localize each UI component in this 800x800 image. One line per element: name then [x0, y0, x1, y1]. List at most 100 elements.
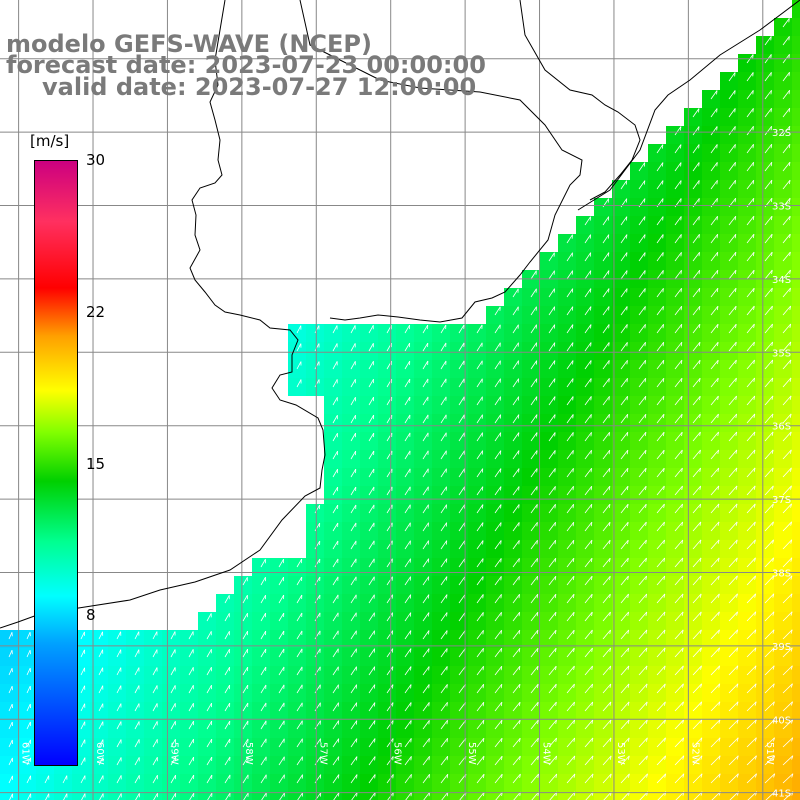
wind-arrow-head: [662, 252, 664, 257]
wind-arrow-head: [717, 467, 720, 472]
wind-arrow-head: [590, 450, 592, 455]
wind-cell: [792, 738, 800, 756]
wind-arrow: [566, 486, 574, 496]
wind-arrow: [134, 649, 140, 658]
wind-arrow: [494, 612, 502, 622]
wind-arrow: [116, 721, 122, 730]
wind-arrow: [494, 630, 502, 640]
wind-arrow: [692, 341, 701, 352]
wind-arrow: [422, 738, 430, 748]
wind-arrow: [692, 467, 701, 478]
wind-arrow: [332, 774, 340, 784]
wind-arrow: [152, 739, 158, 748]
wind-arrow: [638, 216, 646, 226]
wind-arrow: [782, 395, 792, 406]
wind-arrow: [620, 773, 630, 784]
wind-arrow: [584, 575, 593, 586]
wind-arrow: [692, 449, 701, 460]
wind-arrow: [602, 737, 612, 748]
wind-arrow: [512, 773, 521, 784]
wind-arrow: [566, 701, 575, 712]
wind-arrow: [476, 612, 484, 622]
wind-arrow: [422, 396, 429, 406]
wind-arrow: [296, 379, 302, 388]
wind-arrow-head: [536, 594, 539, 599]
wind-arrow: [386, 756, 394, 766]
wind-arrow: [710, 773, 721, 784]
wind-arrow: [350, 666, 357, 676]
wind-arrow-head: [680, 396, 683, 401]
wind-arrow-head: [609, 575, 611, 581]
wind-arrow-head: [752, 126, 754, 131]
wind-arrow: [476, 540, 484, 550]
wind-arrow: [548, 504, 556, 514]
wind-arrow-head: [627, 539, 629, 545]
wind-arrow-head: [788, 36, 790, 41]
wind-arrow-head: [753, 449, 756, 454]
wind-arrow: [458, 594, 466, 604]
wind-arrow: [782, 611, 793, 622]
wind-arrow-head: [791, 773, 794, 778]
wind-arrow-head: [664, 719, 666, 724]
wind-arrow: [638, 701, 648, 712]
wind-arrow-head: [790, 611, 793, 616]
wind-arrow: [656, 611, 666, 622]
wind-arrow: [404, 396, 411, 406]
wind-arrow: [494, 432, 502, 442]
wind-arrow: [152, 631, 158, 640]
wind-arrow: [638, 737, 648, 748]
wind-arrow: [224, 774, 231, 784]
wind-arrow-head: [790, 485, 792, 490]
wind-arrow: [458, 558, 466, 568]
wind-arrow-head: [682, 701, 684, 706]
wind-arrow: [692, 737, 703, 748]
wind-arrow: [782, 665, 793, 676]
wind-cell: [792, 594, 800, 612]
wind-arrow: [278, 630, 285, 640]
wind-arrow-head: [698, 198, 700, 203]
wind-arrow-head: [771, 467, 774, 472]
wind-arrow-head: [680, 342, 683, 347]
wind-cell: [702, 792, 720, 800]
wind-arrow: [134, 757, 140, 766]
wind-arrow-head: [554, 630, 557, 635]
wind-arrow-head: [644, 360, 647, 365]
wind-arrow: [710, 269, 719, 280]
wind-arrow: [692, 269, 700, 280]
wind-arrow: [296, 630, 303, 640]
lat-label: 41S: [772, 789, 791, 800]
wind-arrow-head: [536, 576, 539, 581]
wind-arrow-head: [392, 756, 394, 761]
wind-arrow: [746, 665, 757, 676]
wind-arrow-head: [501, 774, 503, 779]
wind-arrow: [674, 737, 685, 748]
wind-arrow: [404, 648, 412, 658]
wind-arrow-head: [591, 683, 594, 688]
wind-arrow: [728, 90, 736, 100]
wind-arrow: [746, 755, 757, 766]
wind-arrow: [566, 414, 574, 424]
wind-arrow: [242, 738, 249, 748]
wind-arrow-head: [555, 719, 557, 725]
wind-arrow: [422, 504, 429, 514]
wind-cell: [378, 792, 396, 800]
wind-arrow: [710, 323, 719, 334]
wind-arrow-head: [518, 612, 521, 617]
wind-arrow: [764, 629, 775, 640]
wind-arrow-head: [771, 449, 774, 454]
wind-arrow: [710, 629, 720, 640]
wind-arrow-head: [716, 252, 719, 257]
wind-arrow: [440, 702, 448, 712]
wind-arrow: [206, 774, 213, 784]
wind-arrow: [674, 593, 684, 604]
wind-arrow: [458, 504, 466, 514]
wind-arrow-head: [717, 557, 720, 562]
wind-arrow-head: [771, 413, 774, 418]
wind-arrow: [422, 756, 430, 766]
wind-arrow: [494, 504, 502, 514]
wind-arrow: [531, 791, 539, 800]
wind-arrow: [422, 630, 430, 640]
wind-arrow-head: [645, 683, 648, 688]
wind-arrow: [620, 306, 628, 316]
wind-arrow-head: [645, 486, 647, 491]
